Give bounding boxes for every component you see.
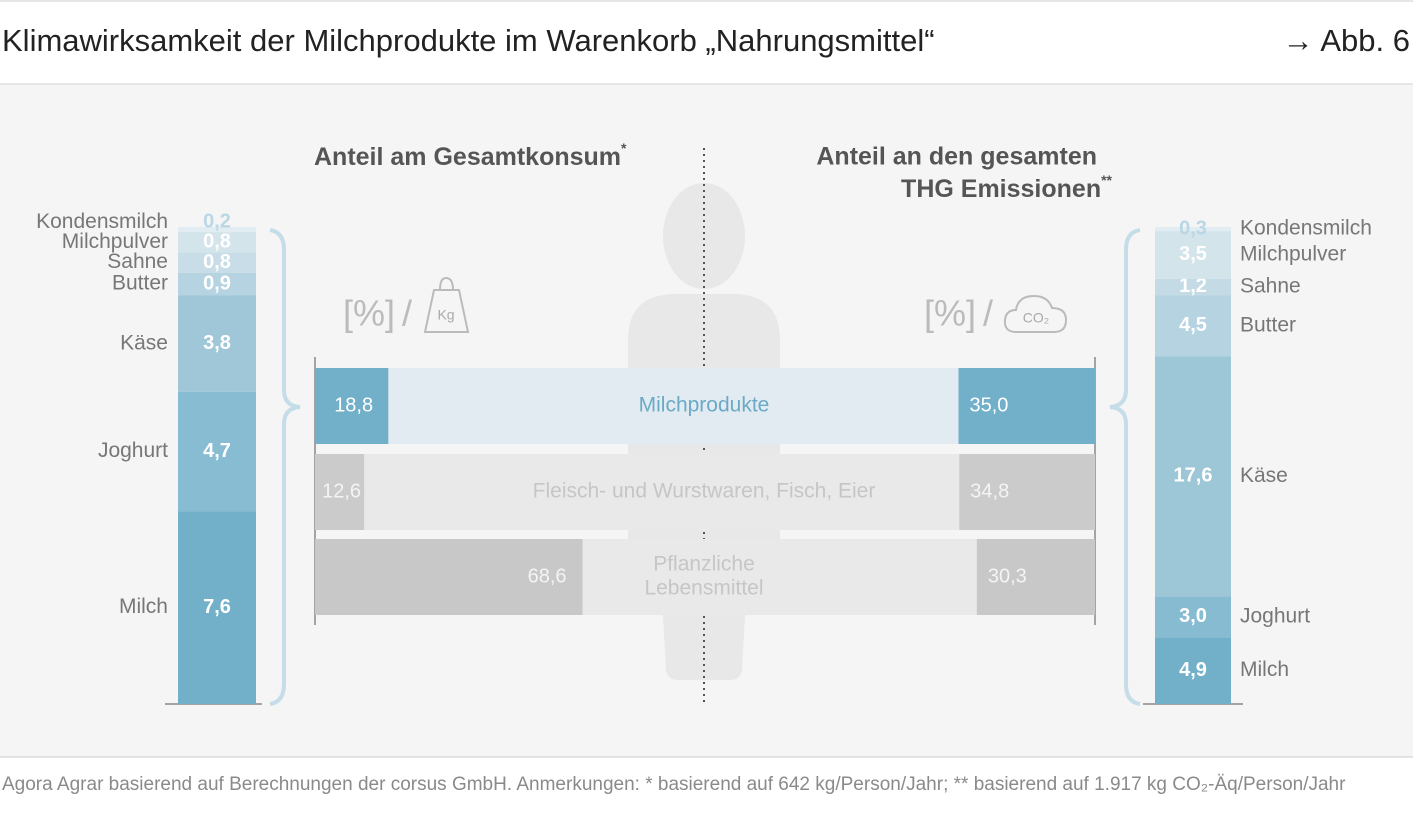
left-bar — [315, 454, 365, 530]
icon-label: CO₂ — [1023, 310, 1049, 326]
separator: / — [983, 293, 993, 334]
cloud-icon — [1003, 294, 1068, 333]
category-label: Kondensmilch — [36, 210, 168, 233]
segment — [178, 272, 256, 296]
separator: / — [402, 293, 412, 334]
right-bar — [959, 454, 1095, 530]
segment — [1155, 278, 1231, 296]
value-label: 0,3 — [1179, 217, 1207, 239]
unit: [%] — [343, 293, 395, 334]
segment — [178, 252, 256, 273]
category-label: Fleisch- und Wurstwaren, Fisch, Eier — [533, 480, 876, 503]
category-label: Käse — [120, 331, 168, 354]
right-title: THG Emissionen** — [901, 172, 1112, 203]
category-label: Milch — [119, 595, 168, 618]
segment — [1155, 637, 1231, 704]
category-label: Joghurt — [98, 439, 168, 462]
value-label: 17,6 — [1174, 465, 1213, 487]
right-title-mark: ** — [1101, 172, 1112, 188]
category-label: Butter — [112, 272, 168, 295]
title: Klimawirksamkeit der Milchprodukte im Wa… — [2, 23, 935, 58]
value-label: 30,3 — [988, 565, 1027, 587]
category-label: Lebensmittel — [644, 577, 763, 600]
left-bar — [315, 368, 389, 444]
icon-label: Kg — [437, 307, 454, 323]
right-title: Anteil an den gesamten — [816, 143, 1097, 171]
value-label: 0,9 — [203, 272, 231, 294]
category-label: Kondensmilch — [1240, 217, 1372, 240]
value-label: 18,8 — [334, 394, 373, 416]
segment — [1155, 356, 1231, 597]
category-label: Joghurt — [1240, 604, 1310, 627]
segment — [178, 511, 256, 704]
segment — [178, 295, 256, 392]
segment — [1155, 596, 1231, 638]
value-label: 4,9 — [1179, 659, 1207, 681]
value-label: 68,6 — [528, 565, 567, 587]
right-brace — [1109, 228, 1141, 706]
category-label: Sahne — [107, 250, 168, 273]
left-title-text: Anteil am Gesamtkonsum — [314, 143, 621, 171]
category-label: Milchpulver — [1240, 242, 1346, 265]
segment — [178, 227, 256, 233]
category-label: Sahne — [1240, 275, 1301, 298]
left-brace — [269, 228, 301, 706]
value-label: 3,5 — [1179, 243, 1207, 265]
category-label: Käse — [1240, 464, 1288, 487]
category-label: Milchprodukte — [639, 394, 770, 417]
segment — [1155, 295, 1231, 357]
left-bar — [315, 539, 583, 615]
value-label: 0,8 — [203, 231, 231, 253]
segment — [1155, 227, 1231, 232]
category-label: Pflanzliche — [653, 553, 755, 576]
segment — [1155, 231, 1231, 279]
right-bar — [958, 368, 1095, 444]
segment — [178, 232, 256, 253]
value-label: 1,2 — [1179, 275, 1207, 297]
segment — [178, 391, 256, 512]
left-title: Anteil am Gesamtkonsum* — [314, 140, 627, 171]
value-label: 4,5 — [1179, 314, 1207, 336]
value-label: 34,8 — [970, 480, 1009, 502]
left-title-mark: * — [621, 140, 627, 156]
category-label: Milch — [1240, 658, 1289, 681]
value-label: 12,6 — [322, 480, 361, 502]
chart: Klimawirksamkeit der Milchprodukte im Wa… — [0, 0, 1413, 758]
value-label: 0,8 — [203, 251, 231, 273]
category-label: Milchpulver — [62, 230, 168, 253]
unit: [%] — [924, 293, 976, 334]
value-label: 3,8 — [203, 332, 231, 354]
value-label: 3,0 — [1179, 605, 1207, 627]
right-title-text: THG Emissionen — [901, 175, 1101, 203]
weight-icon — [423, 276, 470, 333]
figure-ref: → Abb. 6 — [1282, 23, 1410, 58]
category-label: Butter — [1240, 313, 1296, 336]
source-note: Agora Agrar basierend auf Berechnungen d… — [2, 774, 1346, 795]
value-label: 4,7 — [203, 440, 231, 462]
value-label: 35,0 — [970, 394, 1009, 416]
value-label: 7,6 — [203, 596, 231, 618]
right-bar — [976, 539, 1095, 615]
value-label: 0,2 — [203, 211, 231, 233]
